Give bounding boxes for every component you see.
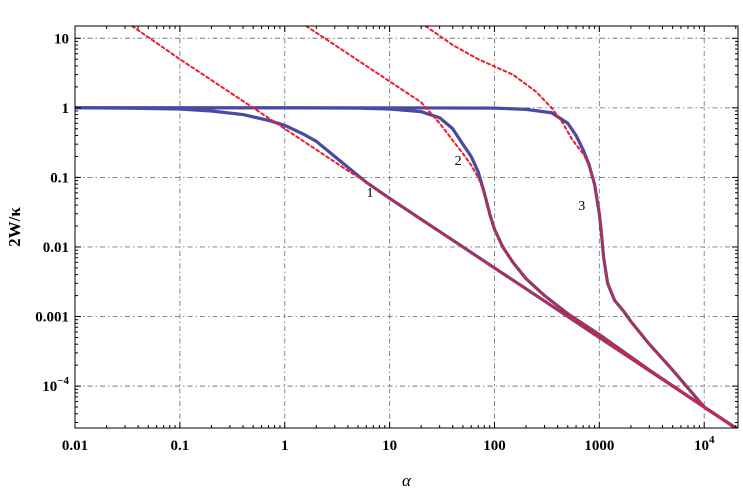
x-tick-label: 104 [694, 434, 715, 454]
asymptote-curve [131, 26, 738, 428]
asymptote-curve [305, 26, 738, 428]
plot-frame [74, 25, 739, 429]
x-tick-label: 0.01 [62, 438, 88, 454]
tick-layer [74, 26, 738, 428]
x-axis-label: α [402, 471, 412, 490]
curve-layer [75, 26, 738, 428]
y-axis-label: 2W/κ [5, 207, 24, 247]
x-tick-label: 1 [281, 438, 289, 454]
y-tick-label: 0.1 [50, 170, 69, 186]
label-layer: 0.01 0.1 1 10 100 1000 104 10 1 0.1 0.01 0.001 10−4 1… [35, 31, 715, 454]
curve-label-2: 2 [455, 154, 462, 169]
y-tick-label: 10−4 [42, 375, 69, 395]
curve-label-1: 1 [366, 186, 373, 201]
exact-curve [75, 106, 738, 428]
x-tick-label: 100 [483, 438, 506, 454]
y-tick-label: 0.001 [35, 310, 69, 326]
exact-curve [75, 106, 738, 428]
x-tick-label: 0.1 [170, 438, 189, 454]
y-tick-label: 1 [62, 101, 70, 117]
exact-curve [75, 106, 738, 428]
grid-layer [75, 26, 738, 428]
x-tick-label: 10 [382, 438, 397, 454]
asymptote-curve [424, 26, 738, 428]
y-tick-label: 10 [54, 31, 69, 47]
x-tick-label: 1000 [584, 438, 614, 454]
y-tick-label: 0.01 [43, 240, 69, 256]
curve-label-3: 3 [578, 199, 585, 214]
